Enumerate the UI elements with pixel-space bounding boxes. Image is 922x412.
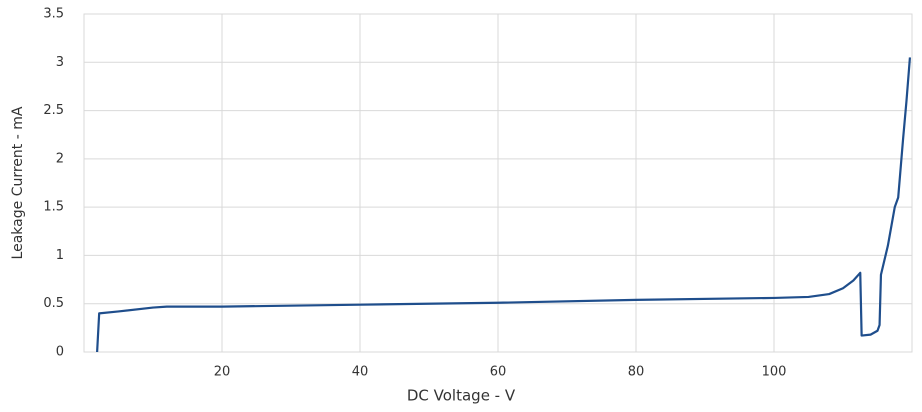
plot-frame xyxy=(83,13,913,353)
y-tick-label: 2.5 xyxy=(43,103,64,118)
y-tick-label: 1 xyxy=(56,248,64,263)
data-line xyxy=(96,57,912,353)
y-tick-label: 0 xyxy=(56,345,64,360)
x-tick-label: 100 xyxy=(762,365,787,380)
y-axis-label: Leakage Current - mA xyxy=(10,106,26,259)
x-axis-label: DC Voltage - V xyxy=(407,387,516,405)
x-tick-label: 20 xyxy=(214,365,231,380)
y-tick-label: 0.5 xyxy=(43,296,64,311)
x-tick-label: 40 xyxy=(352,365,369,380)
x-tick-label: 80 xyxy=(628,365,645,380)
y-tick-label: 3 xyxy=(56,55,64,70)
x-tick-label: 60 xyxy=(490,365,507,380)
y-tick-label: 3.5 xyxy=(43,7,64,22)
y-tick-label: 2 xyxy=(56,151,64,166)
y-tick-label: 1.5 xyxy=(43,200,64,215)
